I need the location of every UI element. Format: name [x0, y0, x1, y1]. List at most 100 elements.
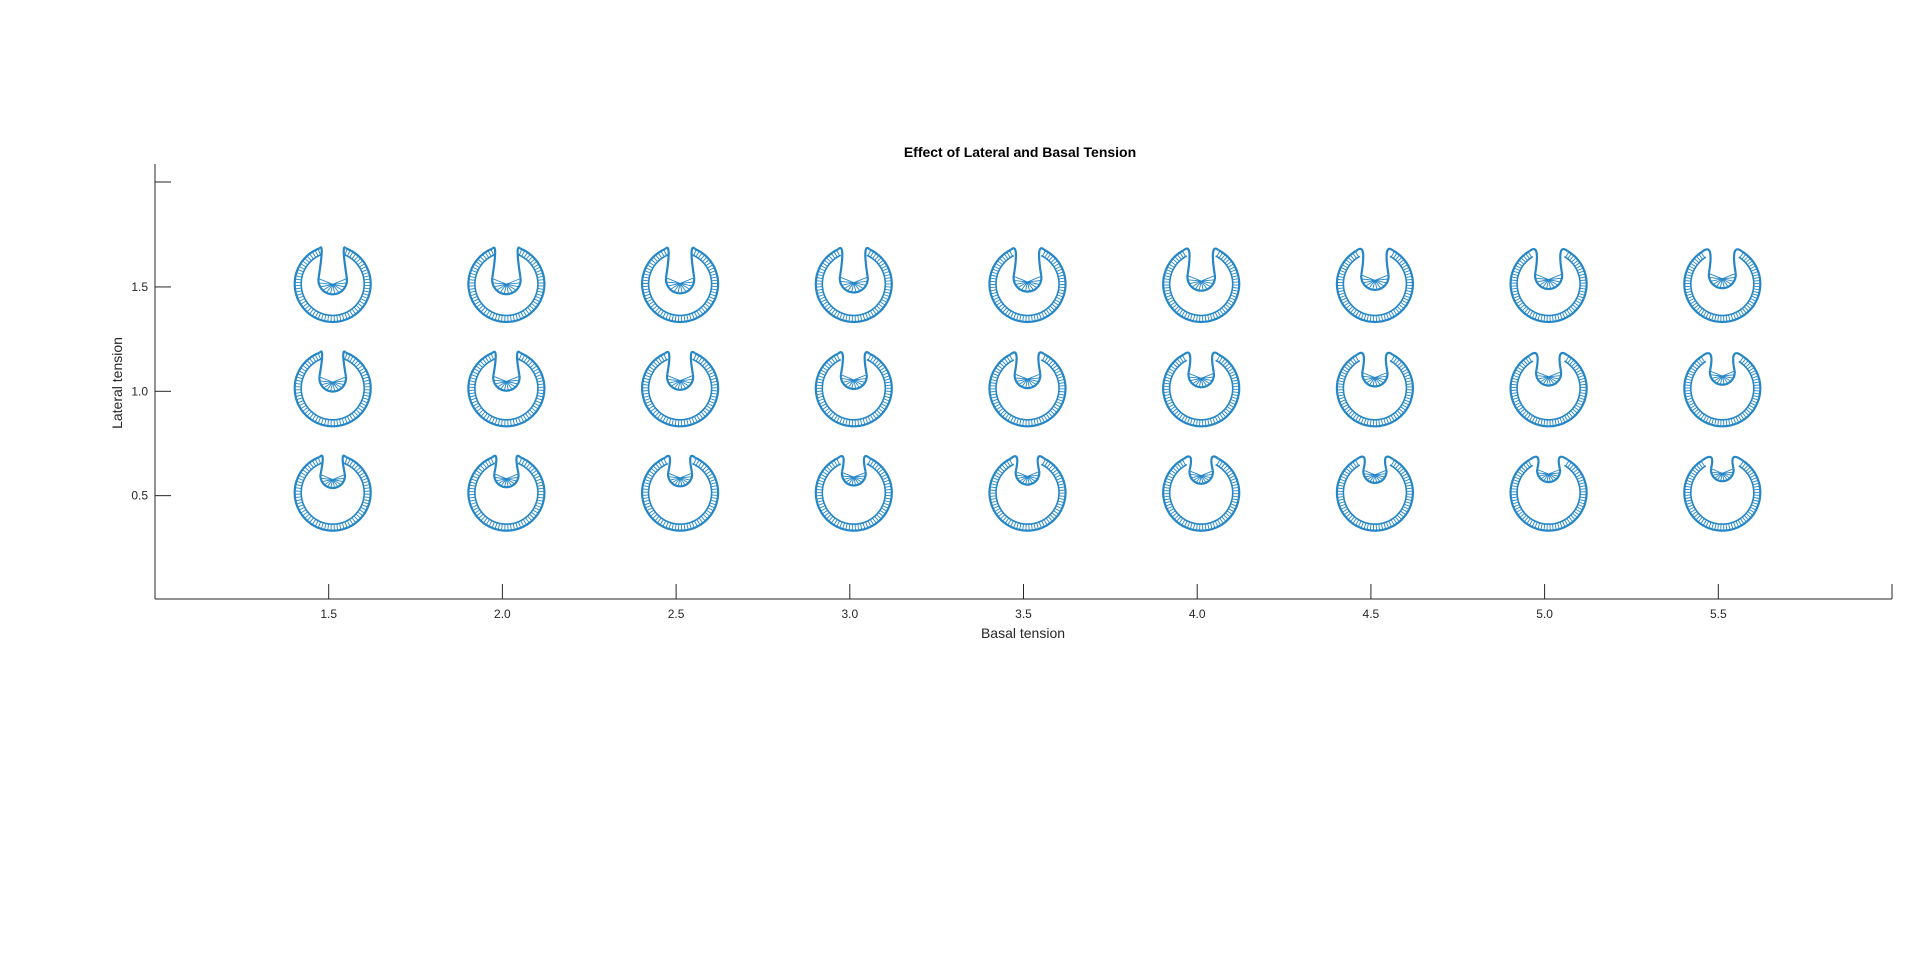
cell-fold-edge — [321, 479, 333, 483]
cell-fold-edge — [506, 381, 513, 390]
cell-lateral-edge — [1574, 262, 1581, 267]
cell-lateral-edge — [295, 499, 302, 502]
cell-fold-edge — [666, 374, 681, 382]
cell-lateral-edge — [1557, 418, 1560, 425]
cell-lateral-edge — [1009, 354, 1013, 361]
cell-lateral-edge — [1750, 402, 1757, 407]
cell-lateral-edge — [882, 296, 889, 301]
cell-lateral-edge — [1405, 484, 1413, 487]
cell-inner-contour — [1168, 359, 1234, 421]
cell-lateral-edge — [836, 249, 841, 257]
cell-lateral-edge — [823, 364, 830, 369]
cell-lateral-edge — [1369, 419, 1372, 427]
cell-shape — [293, 350, 372, 428]
cell-lateral-edge — [1511, 276, 1518, 279]
cell-lateral-edge — [471, 400, 478, 404]
cell-fold-contour — [318, 376, 348, 393]
cell-lateral-edge — [472, 402, 479, 407]
cell-lateral-edge — [1748, 471, 1755, 476]
cell-fold-edge — [1189, 470, 1202, 477]
cell-lateral-edge — [711, 384, 718, 386]
cell-lateral-edge — [1349, 359, 1355, 365]
cell-lateral-edge — [483, 517, 488, 524]
cell-lateral-edge — [992, 401, 1000, 405]
cell-lateral-edge — [1352, 309, 1357, 316]
cell-lateral-edge — [1221, 516, 1227, 522]
cell-fold-edge — [680, 281, 694, 284]
cell-lateral-edge — [1042, 458, 1046, 466]
cell-lateral-edge — [476, 407, 482, 413]
cell-lateral-edge — [1693, 304, 1699, 310]
cell-lateral-edge — [1163, 382, 1171, 385]
cell-fold-contour — [1012, 275, 1043, 293]
cell-notch-edge — [1528, 351, 1539, 372]
cell-lateral-edge — [1691, 364, 1698, 370]
cell-lateral-edge — [1752, 395, 1760, 398]
cell-lateral-edge — [836, 311, 841, 319]
cell-fold-edge — [500, 381, 507, 390]
cell-fold-edge — [323, 381, 333, 389]
cell-lateral-edge — [1513, 267, 1521, 272]
cell-lateral-edge — [654, 515, 660, 522]
cell-lateral-edge — [474, 405, 481, 410]
cell-lateral-edge — [702, 305, 709, 311]
cell-lateral-edge — [671, 419, 674, 426]
cell-lateral-edge — [294, 287, 302, 290]
cell-notch-edge — [1384, 351, 1394, 373]
cell-lateral-edge — [485, 414, 490, 421]
cell-lateral-edge — [349, 310, 354, 317]
cell-lateral-edge — [1405, 394, 1413, 397]
cell-lateral-edge — [650, 363, 657, 369]
cell-fold-edge — [853, 282, 857, 293]
cell-outer-contour — [1162, 457, 1241, 532]
cell-lateral-edge — [1543, 523, 1546, 531]
cell-lateral-edge — [1405, 275, 1413, 279]
cell-outer-contour — [1335, 354, 1414, 428]
cell-lateral-edge — [817, 398, 825, 402]
cell-lateral-edge — [693, 249, 697, 256]
cell-lateral-edge — [1752, 274, 1760, 277]
cell-lateral-edge — [1345, 259, 1352, 265]
cell-lateral-edge — [881, 265, 888, 269]
cell-fold-contour — [838, 276, 869, 294]
cell-lateral-edge — [1019, 523, 1022, 530]
cell-lateral-edge — [1053, 471, 1060, 476]
cell-lateral-edge — [317, 312, 322, 320]
cell-lateral-edge — [1686, 501, 1693, 505]
cell-lateral-edge — [1232, 495, 1240, 498]
x-tick-label: 4.0 — [1189, 607, 1206, 621]
cell-lateral-edge — [696, 414, 701, 421]
cell-lateral-edge — [344, 457, 348, 464]
cell-lateral-edge — [1390, 459, 1395, 466]
cell-lateral-edge — [1741, 516, 1747, 523]
cell-fold-edge — [332, 479, 342, 486]
cell-fold-edge — [1364, 474, 1375, 478]
cell-fold-edge — [1548, 279, 1552, 289]
cell-lateral-edge — [1231, 480, 1238, 484]
cell-lateral-edge — [865, 417, 869, 424]
cell-lateral-edge — [1684, 392, 1692, 395]
cell-lateral-edge — [1752, 397, 1759, 401]
cell-lateral-edge — [1579, 499, 1586, 502]
cell-lateral-edge — [823, 259, 830, 265]
cell-lateral-edge — [1001, 360, 1007, 366]
cell-notch-edge — [864, 247, 871, 277]
cell-lateral-edge — [1218, 461, 1224, 467]
cell-lateral-edge — [1388, 416, 1393, 423]
cell-lateral-edge — [1181, 415, 1186, 422]
cell-lateral-edge — [702, 409, 709, 415]
cell-notch-edge — [863, 351, 871, 375]
cell-lateral-edge — [872, 253, 877, 259]
cell-fold-edge — [1716, 473, 1723, 481]
cell-lateral-edge — [993, 265, 1000, 270]
cell-lateral-edge — [1192, 314, 1196, 322]
cell-lateral-edge — [1226, 365, 1232, 370]
cell-lateral-edge — [363, 391, 371, 394]
cell-lateral-edge — [1700, 309, 1705, 316]
cell-lateral-edge — [997, 364, 1003, 370]
cell-lateral-edge — [1231, 292, 1238, 295]
cell-lateral-edge — [531, 261, 538, 266]
cell-lateral-edge — [1543, 419, 1546, 427]
cell-lateral-edge — [1525, 357, 1530, 364]
cell-lateral-edge — [1355, 519, 1360, 526]
